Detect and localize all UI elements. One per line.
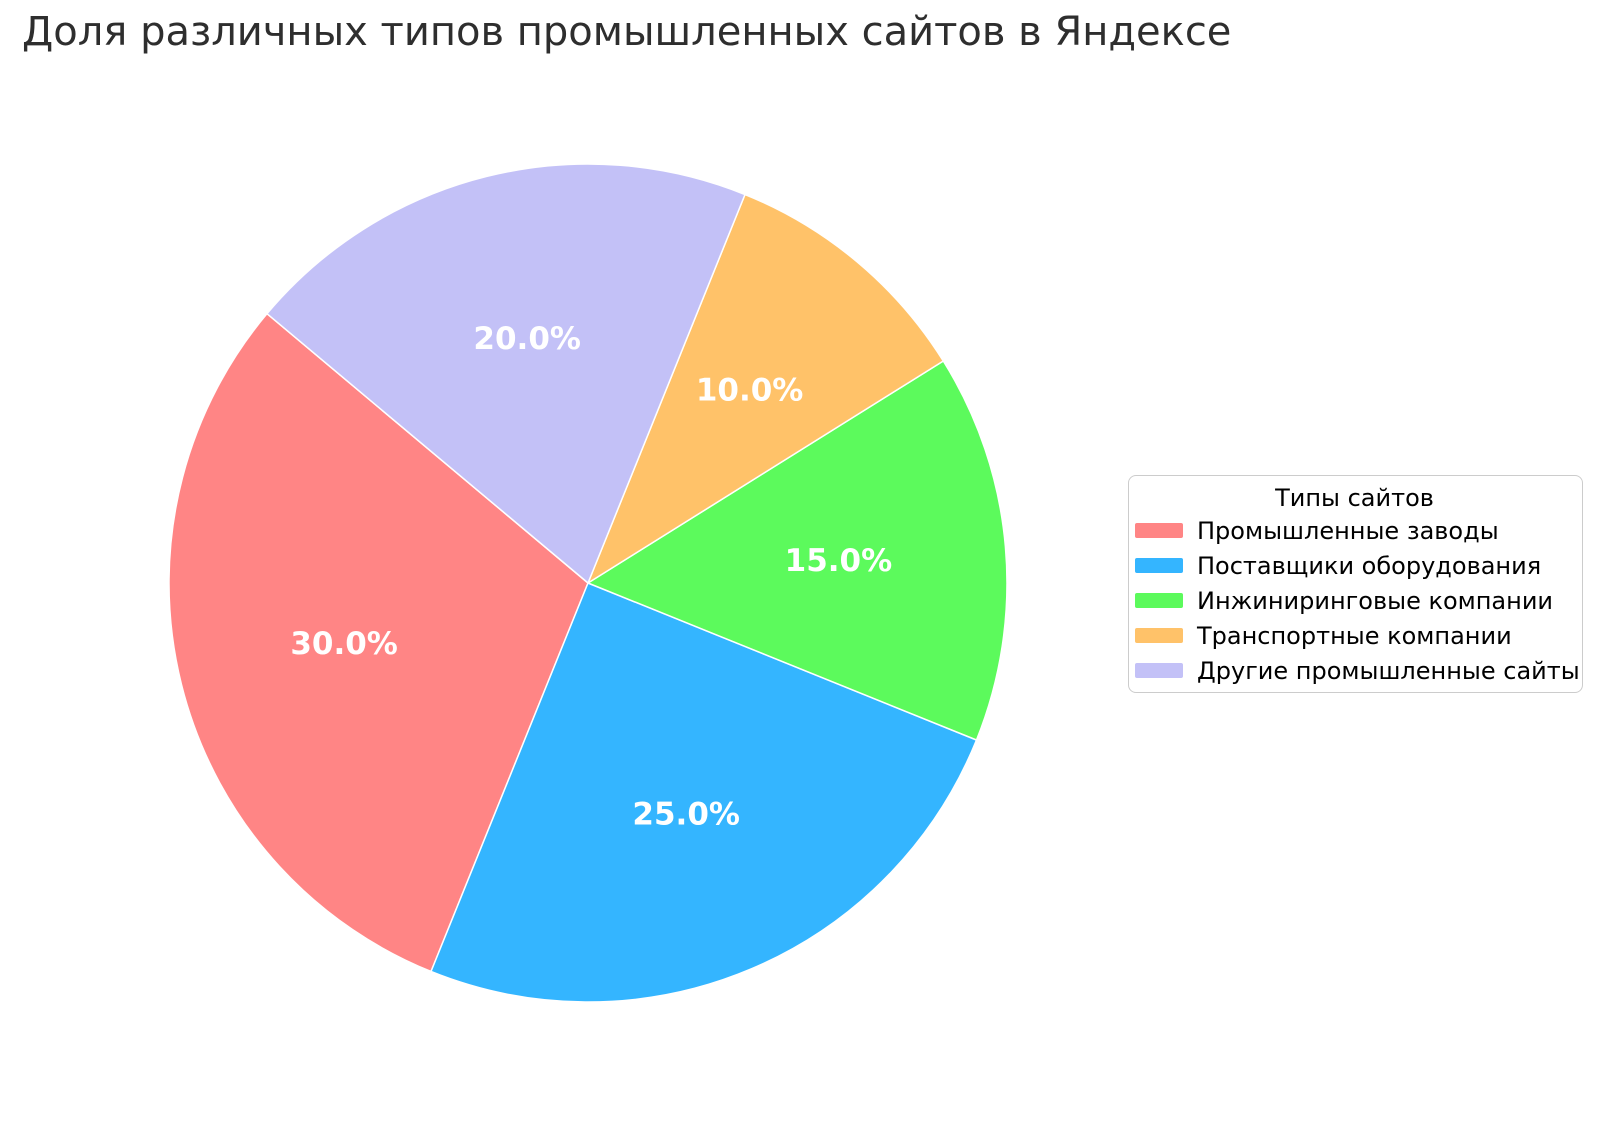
pie-slice-3 (587, 193, 945, 584)
legend-title: Типы сайтов (1275, 484, 1434, 512)
legend-item-1: Поставщики оборудования (1135, 548, 1574, 583)
pie-slice-2 (587, 360, 1008, 741)
legend-items: Промышленные заводы Поставщики оборудован… (1135, 513, 1580, 688)
legend: Типы сайтов Промышленные заводы Поставщик… (1128, 475, 1583, 693)
legend-item-0: Промышленные заводы (1135, 513, 1574, 548)
pie-pct-label-1: 25.0% (632, 796, 740, 832)
legend-item-3: Транспортные компании (1135, 618, 1574, 653)
legend-item-label: Инжиниринговые компании (1197, 586, 1554, 615)
legend-swatch-icon (1135, 663, 1183, 678)
pie-slice-1 (430, 582, 978, 1003)
legend-swatch-icon (1135, 558, 1183, 573)
legend-item-4: Другие промышленные сайты (1135, 653, 1580, 688)
pie-pct-label-4: 20.0% (473, 321, 581, 357)
pie-slice-0 (168, 312, 589, 973)
pie-pct-label-3: 10.0% (696, 372, 804, 408)
legend-item-label: Промышленные заводы (1197, 516, 1499, 545)
pie-pct-label-2: 15.0% (785, 543, 893, 579)
legend-item-label: Другие промышленные сайты (1197, 656, 1580, 685)
pie-pct-label-0: 30.0% (290, 626, 398, 662)
legend-swatch-icon (1135, 523, 1183, 538)
legend-item-label: Поставщики оборудования (1197, 551, 1542, 580)
legend-item-2: Инжиниринговые компании (1135, 583, 1574, 618)
legend-swatch-icon (1135, 628, 1183, 643)
pie-slice-4 (266, 163, 746, 584)
legend-swatch-icon (1135, 593, 1183, 608)
chart-title: Доля различных типов промышленных сайтов… (22, 9, 1232, 55)
legend-item-label: Транспортные компании (1197, 621, 1512, 650)
